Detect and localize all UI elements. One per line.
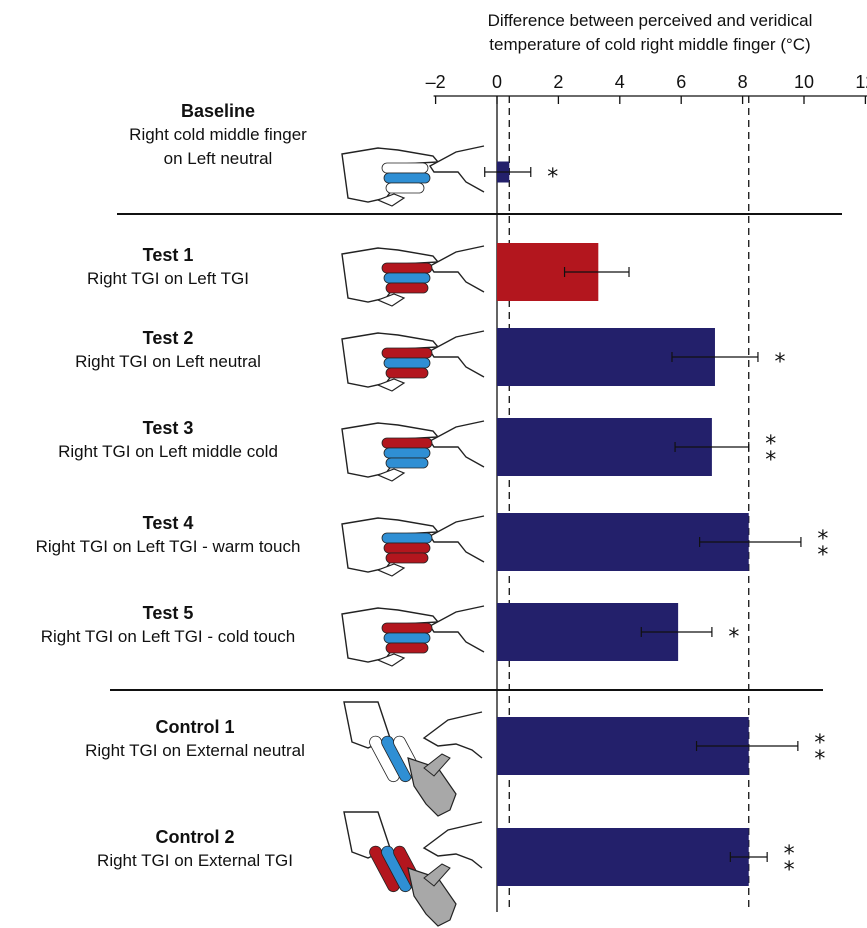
row-subtitle: Right TGI on Left middle cold — [58, 442, 278, 461]
row-subtitle: Right TGI on External neutral — [85, 741, 305, 760]
hands-icon — [341, 145, 485, 207]
significance-mark: * — [814, 731, 825, 756]
row-subtitle: Right TGI on External TGI — [97, 851, 293, 870]
row-title: Test 1 — [142, 245, 194, 265]
row-title: Test 5 — [142, 603, 194, 623]
x-tick-label: 2 — [553, 72, 563, 92]
significance-mark: * — [774, 350, 785, 375]
significance-mark: * — [765, 448, 776, 473]
significance-mark: * — [817, 527, 828, 552]
significance-mark: * — [547, 165, 558, 190]
hands-icon — [343, 811, 483, 927]
x-tick-label: 4 — [615, 72, 625, 92]
hands-icon — [341, 605, 485, 667]
row-subtitle: Right TGI on Left TGI - warm touch — [35, 537, 301, 556]
significance-mark: * — [784, 842, 795, 867]
x-tick-label: 10 — [794, 72, 814, 92]
hands-icon — [343, 701, 483, 817]
x-axis-title-line1: Difference between perceived and veridic… — [487, 11, 813, 30]
significance-mark: * — [728, 625, 739, 650]
row-title: Test 3 — [142, 418, 194, 438]
row-title: Baseline — [180, 101, 256, 121]
significance-mark: * — [765, 432, 776, 457]
significance-mark: * — [817, 543, 828, 568]
x-tick-label: 8 — [738, 72, 748, 92]
significance-mark: * — [814, 747, 825, 772]
row-subtitle: Right cold middle finger — [129, 125, 307, 144]
hands-icon — [341, 245, 485, 307]
hands-icon — [341, 420, 485, 482]
significance-mark: * — [784, 858, 795, 883]
row-subtitle: Right TGI on Left TGI - cold touch — [40, 627, 296, 646]
x-tick-label: 6 — [676, 72, 686, 92]
row-title: Control 2 — [155, 827, 235, 847]
x-tick-label: 0 — [492, 72, 502, 92]
row-subtitle: Right TGI on Left neutral — [75, 352, 261, 371]
x-tick-label: 12 — [855, 72, 867, 92]
x-tick-label: –2 — [426, 72, 446, 92]
row-title: Control 1 — [155, 717, 235, 737]
row-title: Test 4 — [142, 513, 194, 533]
hands-icon — [341, 330, 485, 392]
row-subtitle: Right TGI on Left TGI — [87, 269, 249, 288]
bar — [497, 828, 749, 886]
row-subtitle: on Left neutral — [163, 149, 273, 168]
hands-icon — [341, 515, 485, 577]
row-title: Test 2 — [142, 328, 194, 348]
x-axis-title-line2: temperature of cold right middle finger … — [489, 35, 811, 54]
